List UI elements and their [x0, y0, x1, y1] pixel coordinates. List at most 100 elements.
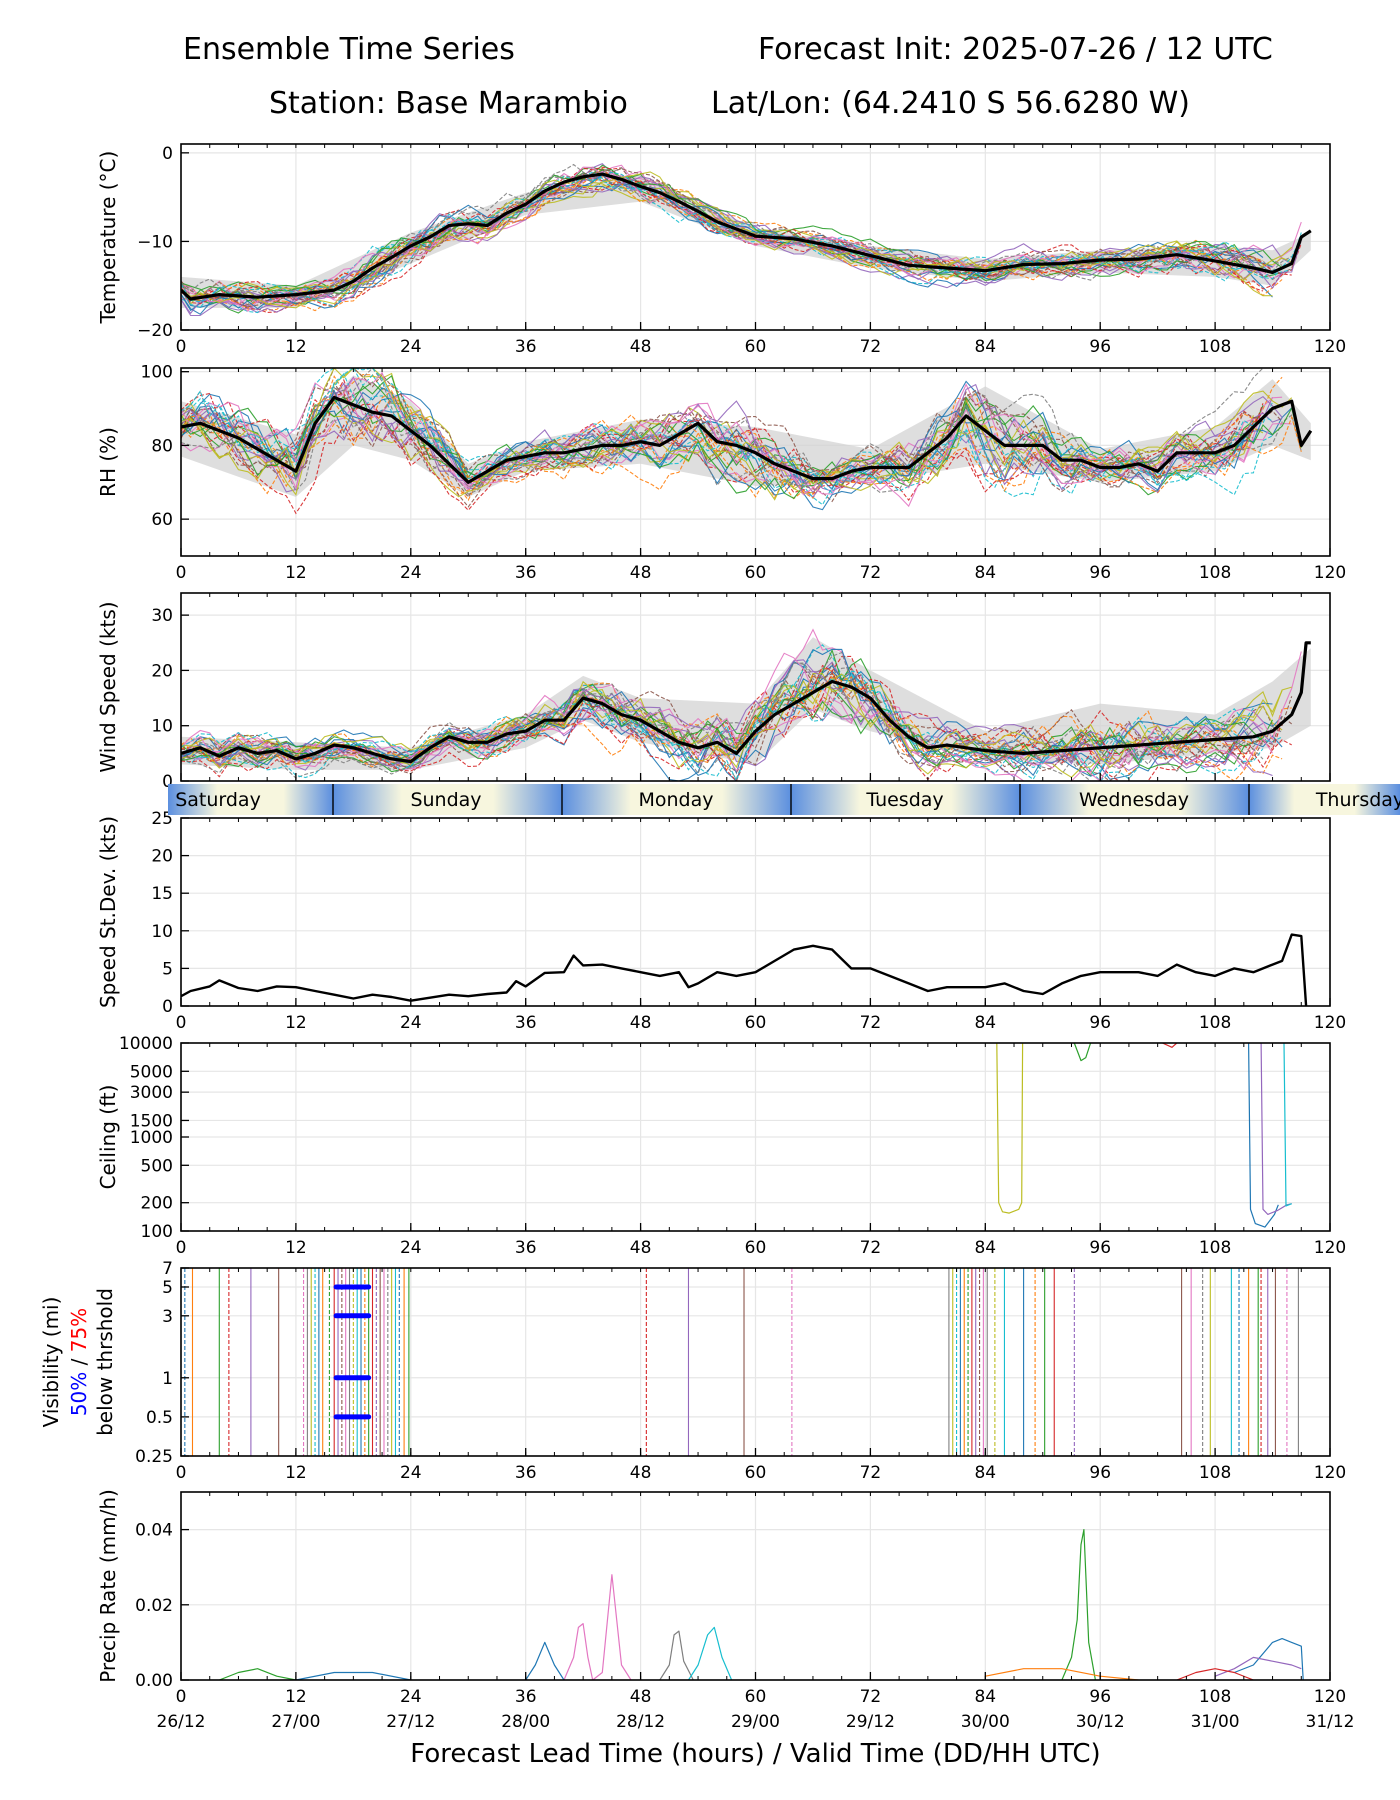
ensemble-member-line: [181, 176, 1302, 315]
x-tick-date-label: 29/00: [731, 1712, 780, 1732]
ensemble-member-line: [181, 666, 1292, 781]
ensemble-member-line: [181, 391, 1302, 493]
ensemble-mean-line: [181, 395, 1313, 484]
x-tick-label: 96: [1089, 337, 1111, 357]
y-tick-label: 0.25: [135, 1447, 173, 1467]
plot-area: [181, 933, 1308, 1006]
latlon-label: Lat/Lon: (64.2410 S 56.6280 W): [711, 86, 1191, 121]
ensemble-member-line: [181, 180, 1292, 305]
x-tick-label: 120: [1314, 1687, 1346, 1707]
threshold-50-label: 50%: [67, 1372, 91, 1416]
ensemble-member-line: [181, 648, 1273, 781]
y-axis-threshold-label: 50% / 75%: [67, 1308, 91, 1416]
ensemble-member-line: [181, 163, 1302, 317]
x-tick-label: 36: [515, 1238, 537, 1258]
y-axis-label: Wind Speed (kts): [96, 601, 120, 772]
day-cell: [562, 784, 791, 815]
x-tick-label: 84: [974, 1463, 996, 1483]
x-tick-label: 12: [285, 1687, 307, 1707]
ensemble-member-line: [181, 685, 1254, 781]
member-line: [996, 1043, 1024, 1214]
x-tick-date-label: 31/12: [1306, 1712, 1355, 1732]
y-tick-label: 25: [151, 809, 173, 829]
threshold-75-label: 75%: [67, 1308, 91, 1352]
panel-rh: 0 12 24 36 48 60 72 84 96 108 120 100 80 60 RH (%): [96, 363, 1346, 583]
y-tick-label: 30: [151, 606, 173, 626]
member-line: [687, 1626, 733, 1680]
x-tick-label: 60: [745, 337, 767, 357]
x-tick-label: 36: [515, 563, 537, 583]
x-tick-label: 24: [400, 1687, 422, 1707]
y-axis-label: Ceiling (ft): [96, 1085, 120, 1190]
x-tick-date-label: 26/12: [157, 1712, 206, 1732]
x-tick-label: 12: [285, 337, 307, 357]
title-left: Ensemble Time Series: [183, 32, 515, 67]
x-tick-label: 72: [860, 1463, 882, 1483]
x-tick-label: 96: [1089, 1013, 1111, 1033]
x-tick-date-label: 28/12: [616, 1712, 665, 1732]
y-tick-label: 0: [162, 144, 173, 164]
day-label: Monday: [638, 789, 713, 811]
y-tick-label: 0: [162, 772, 173, 792]
x-tick-label: 0: [176, 1238, 187, 1258]
x-tick-label: 60: [745, 1013, 767, 1033]
y-tick-label: 3: [162, 1307, 173, 1327]
x-tick-label: 24: [400, 563, 422, 583]
x-tick-date-label: 30/00: [961, 1712, 1010, 1732]
day-cell: [168, 784, 333, 815]
day-label: Wednesday: [1079, 789, 1189, 811]
ensemble-member-line: [181, 171, 1302, 308]
x-tick-label: 48: [630, 1687, 652, 1707]
ensemble-mean-line: [181, 172, 1312, 301]
grid: [180, 817, 1331, 1007]
y-tick-label: 0.02: [135, 1596, 173, 1616]
plot-area: [996, 1043, 1292, 1228]
x-tick-label: 72: [860, 337, 882, 357]
member-line: [1061, 1529, 1096, 1680]
ensemble-member-line: [181, 659, 1273, 771]
panel-speed_stdev: 0 12 24 36 48 60 72 84 96 108 120 0 5 10 15 20 25 Speed S…: [96, 809, 1346, 1033]
x-tick-label: 120: [1314, 1238, 1346, 1258]
x-tick-label: 72: [860, 1687, 882, 1707]
ensemble-member-line: [181, 183, 1273, 312]
y-tick-label: 7: [162, 1259, 173, 1279]
member-line: [1162, 1043, 1178, 1048]
y-tick-label: 0: [162, 997, 173, 1017]
x-tick-label: 120: [1314, 337, 1346, 357]
x-tick-label: 120: [1314, 1013, 1346, 1033]
x-tick-label: 84: [974, 1013, 996, 1033]
x-tick-label: 108: [1199, 1013, 1231, 1033]
y-tick-label: 0.5: [146, 1408, 173, 1428]
plot-area: [181, 163, 1312, 317]
x-tick-label: 108: [1199, 1238, 1231, 1258]
plot-area: [181, 368, 1313, 515]
y-tick-label: 1500: [130, 1111, 173, 1131]
x-tick-label: 96: [1089, 1238, 1111, 1258]
x-tick-label: 48: [630, 563, 652, 583]
x-tick-label: 0: [176, 1013, 187, 1033]
x-tick-label: 60: [745, 1463, 767, 1483]
day-cell: [791, 784, 1020, 815]
x-tick-label: 96: [1089, 1687, 1111, 1707]
ensemble-member-line: [181, 673, 1283, 769]
x-tick-label: 108: [1199, 1687, 1231, 1707]
panel-visibility: 0 12 24 36 48 60 72 84 96 108 120 0.25 0.5 1 3 57 Visibi…: [39, 1259, 1346, 1483]
y-tick-label: 3000: [130, 1083, 173, 1103]
day-label: Tuesday: [865, 789, 943, 811]
member-line: [1283, 1043, 1292, 1207]
member-line: [295, 1671, 411, 1680]
ensemble-member-line: [181, 169, 1273, 306]
y-tick-label: 10000: [119, 1034, 173, 1054]
y-tick-label: 20: [151, 847, 173, 867]
x-tick-label: 12: [285, 1463, 307, 1483]
ensemble-member-line: [181, 672, 1254, 781]
x-tick-label: 72: [860, 563, 882, 583]
ensemble-member-line: [181, 174, 1292, 314]
day-cell: [1249, 784, 1400, 815]
ensemble-member-line: [181, 662, 1264, 775]
x-tick-label: 48: [630, 1463, 652, 1483]
y-tick-label: −20: [137, 321, 173, 341]
ensemble-member-line: [181, 672, 1264, 781]
x-tick-date-label: 30/12: [1076, 1712, 1125, 1732]
x-tick-label: 12: [285, 563, 307, 583]
